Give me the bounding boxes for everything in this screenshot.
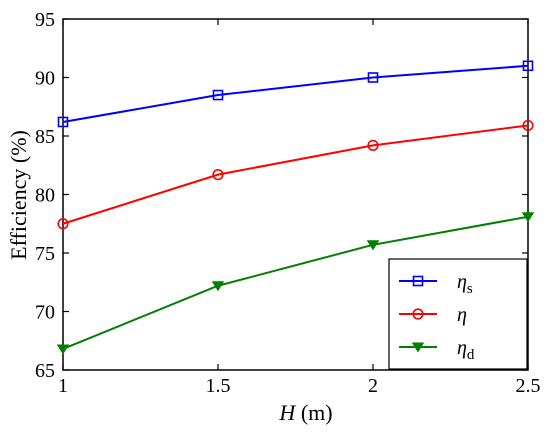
series-line-eta-s [62, 64, 529, 123]
x-tick-label: 2.5 [516, 375, 541, 397]
legend-label-eta: η [457, 304, 467, 326]
series-line-eta-d [62, 215, 529, 350]
x-tick-label: 1.5 [206, 375, 231, 397]
x-tick-label: 2 [368, 375, 378, 397]
data-point-eta-s [522, 60, 534, 72]
y-axis-label: Efficiency (%) [6, 130, 31, 260]
legend-symbol: η [457, 337, 467, 359]
legend-subscript: d [467, 347, 475, 363]
data-point-eta-d [366, 240, 380, 251]
y-axis-ticks: 65 70 75 80 85 90 95 [35, 9, 528, 382]
x-axis-label-unit: (m) [295, 400, 332, 425]
y-tick-label: 90 [35, 68, 55, 90]
legend-subscript: s [467, 281, 473, 297]
legend-item-eta-d: ηd [399, 337, 475, 363]
legend-marker-eta-d [411, 342, 425, 353]
y-tick-label: 80 [35, 185, 55, 207]
data-point-eta-d [211, 281, 225, 292]
x-axis-label: H (m) [278, 400, 332, 425]
series-eta-s [57, 60, 534, 128]
data-point-eta-s [212, 89, 224, 101]
y-tick-label: 65 [35, 360, 55, 382]
series-eta-d [56, 212, 535, 355]
legend-label-eta-s: ηs [457, 271, 473, 297]
series-eta [57, 119, 534, 230]
data-point-eta [522, 119, 534, 132]
y-tick-label: 95 [35, 9, 55, 31]
y-tick-label: 70 [35, 302, 55, 324]
series-layer [56, 60, 535, 355]
legend-item-eta: η [399, 304, 467, 326]
x-axis-ticks: 1 1.5 2 2.5 [58, 19, 541, 397]
data-point-eta-d [56, 344, 70, 355]
data-point-eta [57, 218, 69, 230]
data-point-eta [212, 169, 224, 181]
y-tick-label: 85 [35, 126, 55, 148]
data-point-eta [367, 139, 379, 151]
legend-item-eta-s: ηs [399, 271, 473, 297]
legend-symbol: η [457, 304, 467, 326]
legend-symbol: η [457, 271, 467, 293]
x-tick-label: 1 [58, 375, 68, 397]
data-point-eta-s [367, 72, 379, 83]
series-line-eta [62, 124, 529, 225]
y-tick-label: 75 [35, 243, 55, 265]
data-point-eta-s [57, 116, 69, 128]
legend-label-eta-d: ηd [457, 337, 475, 363]
data-point-eta-d [521, 212, 535, 223]
x-axis-label-symbol: H [278, 400, 296, 425]
legend-marker-eta-s [412, 275, 424, 287]
legend-marker-eta [412, 308, 424, 320]
